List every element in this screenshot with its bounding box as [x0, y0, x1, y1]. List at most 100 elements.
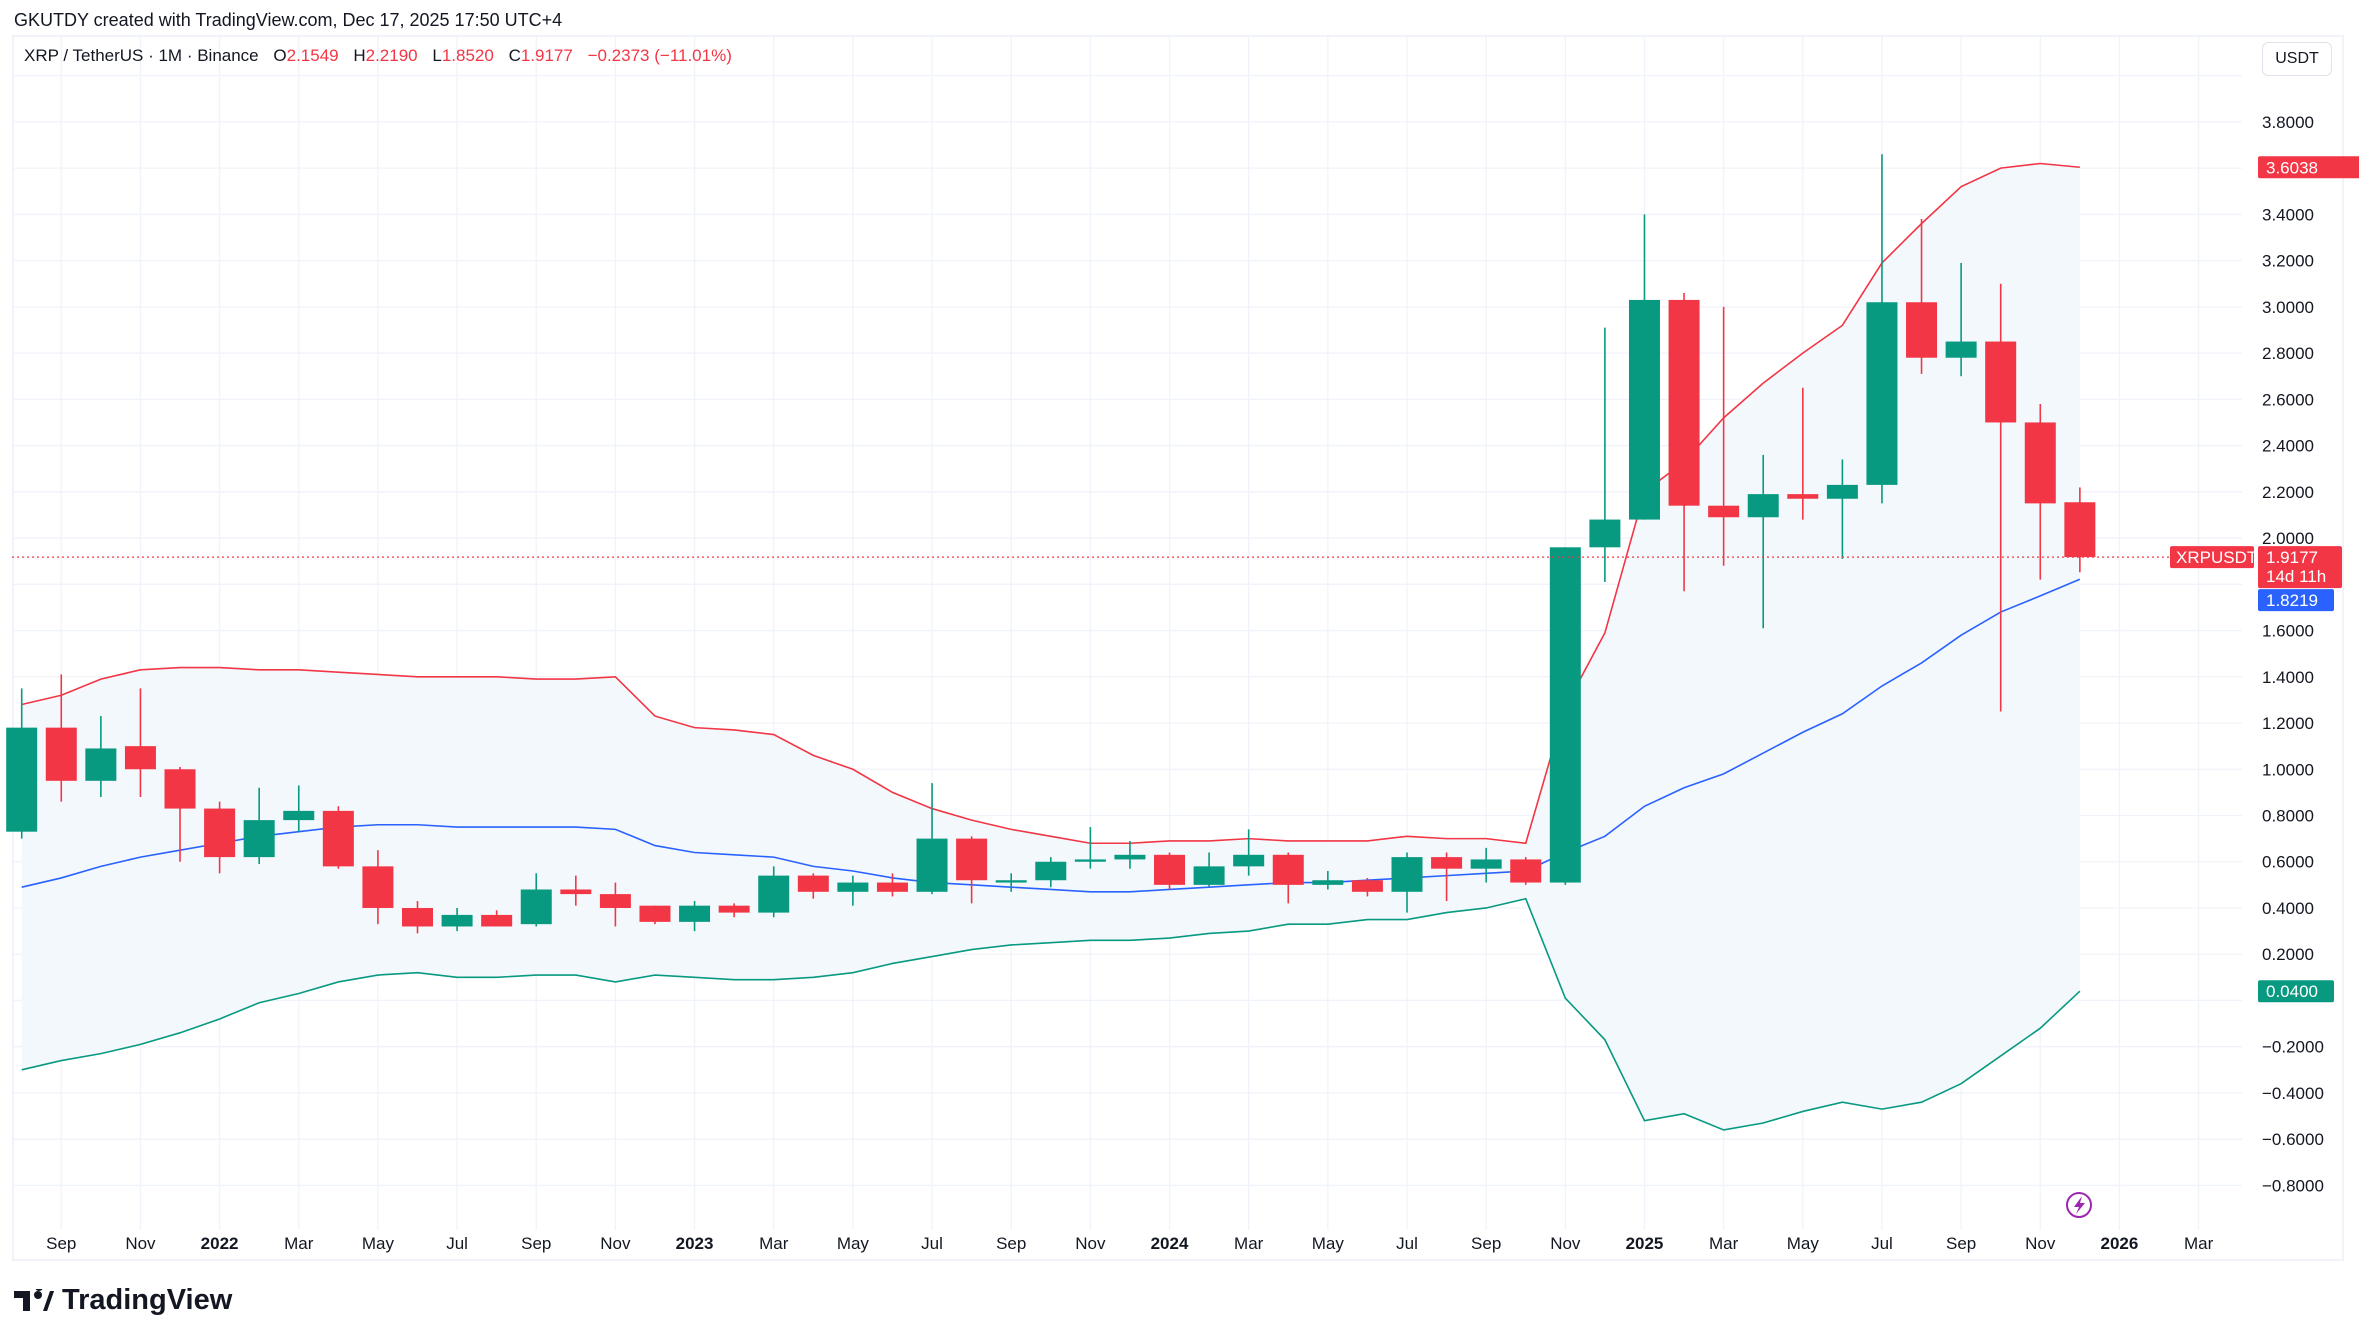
candle-body: [45, 727, 77, 781]
price-tick-label: −0.4000: [2262, 1084, 2324, 1103]
candle[interactable]: [995, 873, 1027, 892]
candle[interactable]: [718, 903, 750, 918]
candle[interactable]: [876, 873, 908, 897]
candle[interactable]: [1193, 852, 1225, 888]
price-tick-label: 2.4000: [2262, 437, 2314, 456]
candle-body: [85, 748, 117, 781]
candle[interactable]: [1708, 306, 1740, 566]
candle[interactable]: [560, 875, 592, 906]
price-tick-label: 1.6000: [2262, 622, 2314, 641]
candle[interactable]: [1549, 547, 1581, 885]
candle[interactable]: [362, 850, 394, 925]
candle-body: [520, 889, 552, 925]
currency-unit-button[interactable]: USDT: [2262, 42, 2332, 76]
candle[interactable]: [204, 801, 236, 874]
candle[interactable]: [797, 873, 829, 899]
candle[interactable]: [1470, 847, 1502, 883]
candle[interactable]: [283, 785, 315, 832]
candle-body: [837, 882, 869, 892]
time-tick-label: Nov: [1550, 1234, 1581, 1253]
symbol-tag: XRPUSDT: [2170, 546, 2257, 569]
symbol-name[interactable]: XRP / TetherUS · 1M · Binance: [24, 46, 259, 65]
candle[interactable]: [45, 674, 77, 802]
lightning-icon[interactable]: [2066, 1192, 2092, 1218]
time-tick-label: Mar: [1234, 1234, 1264, 1253]
candle[interactable]: [1074, 827, 1106, 869]
candle[interactable]: [85, 716, 117, 798]
time-tick-label: Sep: [46, 1234, 76, 1253]
bollinger-upper-line: [21, 162, 2080, 845]
candle-body: [1312, 880, 1344, 885]
candle[interactable]: [916, 783, 948, 895]
candle[interactable]: [1668, 292, 1700, 592]
time-tick-label: Nov: [125, 1234, 156, 1253]
time-tick-label: Sep: [521, 1234, 551, 1253]
candle-body: [1074, 859, 1106, 862]
candle[interactable]: [1628, 214, 1660, 520]
candle[interactable]: [2064, 487, 2096, 573]
candle[interactable]: [1945, 262, 1977, 377]
candle[interactable]: [599, 882, 631, 927]
candle[interactable]: [1233, 829, 1265, 876]
candle[interactable]: [1035, 857, 1067, 888]
candle[interactable]: [639, 905, 671, 925]
candle[interactable]: [164, 766, 196, 862]
candle[interactable]: [1826, 459, 1858, 559]
candle-body: [718, 905, 750, 913]
candle-body: [441, 914, 473, 927]
candle[interactable]: [1787, 387, 1819, 520]
candle[interactable]: [956, 836, 988, 904]
candle-body: [1272, 854, 1304, 885]
time-tick-label: 2024: [1151, 1234, 1189, 1253]
time-tick-label: May: [1312, 1234, 1345, 1253]
time-tick-label: Sep: [996, 1234, 1026, 1253]
lower-band-tag: 0.0400: [2258, 980, 2334, 1003]
candle-body: [362, 866, 394, 908]
candle[interactable]: [1747, 454, 1779, 629]
candle[interactable]: [1431, 852, 1463, 902]
candle-body: [1233, 854, 1265, 867]
candle-body: [1431, 857, 1463, 869]
price-tick-label: −0.6000: [2262, 1130, 2324, 1149]
candle[interactable]: [679, 901, 711, 932]
candle[interactable]: [1589, 327, 1621, 582]
candle[interactable]: [520, 873, 552, 927]
price-tick-label: 0.6000: [2262, 853, 2314, 872]
candle[interactable]: [1985, 283, 2017, 712]
candle[interactable]: [481, 910, 513, 927]
candle[interactable]: [1391, 852, 1423, 913]
candle-body: [916, 838, 948, 892]
bollinger-bands: [21, 162, 2081, 1131]
price-tick-label: 2.6000: [2262, 390, 2314, 409]
candle[interactable]: [837, 875, 869, 906]
candle[interactable]: [1272, 852, 1304, 904]
open-label: O: [273, 46, 287, 65]
candle[interactable]: [1866, 154, 1898, 504]
candle[interactable]: [2024, 403, 2056, 580]
candle-body: [639, 905, 671, 922]
candle[interactable]: [1351, 877, 1383, 897]
tradingview-logo[interactable]: TradingView: [14, 1284, 232, 1317]
candle[interactable]: [402, 901, 433, 934]
candle[interactable]: [1154, 852, 1186, 890]
candle-body: [2064, 502, 2096, 558]
candle[interactable]: [441, 907, 473, 932]
candle-body: [1747, 494, 1779, 518]
candle[interactable]: [322, 806, 354, 869]
price-tick-label: −0.8000: [2262, 1176, 2324, 1195]
candle[interactable]: [1312, 870, 1344, 890]
candle[interactable]: [1510, 857, 1542, 885]
low-value: 1.8520: [441, 46, 494, 65]
low-label: L: [432, 46, 442, 65]
candle[interactable]: [124, 688, 156, 798]
candle[interactable]: [758, 866, 790, 918]
candle-body: [1114, 854, 1146, 860]
candle[interactable]: [1906, 219, 1938, 374]
candle[interactable]: [243, 787, 275, 865]
candle[interactable]: [6, 688, 38, 839]
time-tick-label: Jul: [1871, 1234, 1893, 1253]
candle[interactable]: [1114, 840, 1146, 869]
candle-body: [956, 838, 988, 881]
